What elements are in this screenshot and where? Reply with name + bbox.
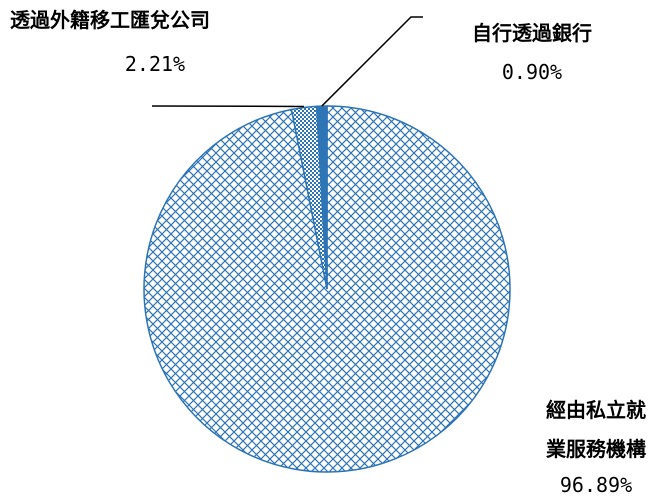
leader-lines — [151, 16, 423, 108]
slice-label-private-agency-line1: 經由私立就 — [546, 398, 646, 422]
leader-line-bank — [321, 16, 423, 107]
slice-value-remittance-company: 2.21% — [125, 52, 185, 76]
slice-label-bank: 自行透過銀行 — [472, 21, 592, 45]
slice-label-remittance-company: 透過外籍移工匯兌公司 — [10, 8, 210, 32]
slice-value-private-agency: 96.89% — [560, 473, 632, 497]
slice-value-bank: 0.90% — [502, 60, 562, 84]
slice-bank — [315, 105, 328, 290]
slice-label-private-agency-line2: 業服務機構 — [546, 437, 646, 461]
pie-slices — [143, 105, 511, 473]
